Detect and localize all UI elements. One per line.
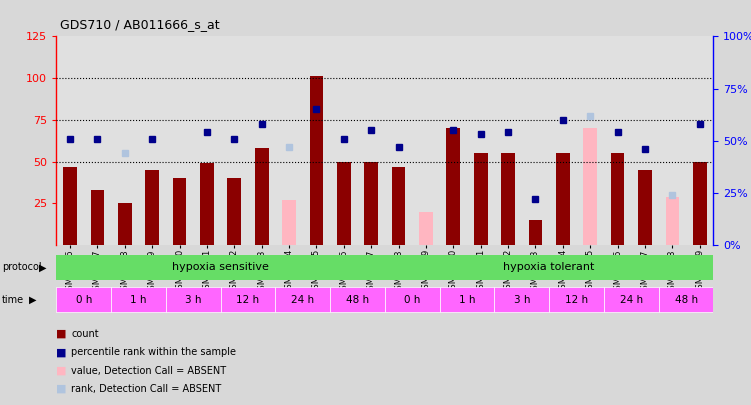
Text: protocol: protocol — [2, 262, 42, 272]
Text: 0 h: 0 h — [404, 295, 421, 305]
Text: value, Detection Call = ABSENT: value, Detection Call = ABSENT — [71, 366, 227, 375]
Bar — [111, 36, 138, 245]
Bar — [638, 170, 652, 245]
Bar — [91, 190, 104, 245]
Text: ■: ■ — [56, 329, 67, 339]
Bar — [494, 36, 522, 245]
Text: 12 h: 12 h — [237, 295, 260, 305]
FancyBboxPatch shape — [330, 287, 385, 313]
Bar — [330, 36, 357, 245]
Text: 48 h: 48 h — [674, 295, 698, 305]
FancyBboxPatch shape — [604, 287, 659, 313]
Bar — [248, 36, 276, 245]
Text: rank, Detection Call = ABSENT: rank, Detection Call = ABSENT — [71, 384, 222, 394]
FancyBboxPatch shape — [111, 287, 166, 313]
Bar — [556, 153, 570, 245]
Text: percentile rank within the sample: percentile rank within the sample — [71, 347, 237, 357]
Bar — [584, 128, 597, 245]
Bar — [611, 153, 625, 245]
FancyBboxPatch shape — [659, 287, 713, 313]
Bar — [474, 153, 487, 245]
Bar — [221, 36, 248, 245]
Text: 3 h: 3 h — [185, 295, 201, 305]
Bar — [385, 36, 412, 245]
Bar — [439, 36, 467, 245]
Bar — [63, 166, 77, 245]
Bar — [357, 36, 385, 245]
Text: hypoxia tolerant: hypoxia tolerant — [503, 262, 595, 272]
Bar — [173, 178, 186, 245]
Bar — [665, 197, 679, 245]
Bar — [632, 36, 659, 245]
Bar — [412, 36, 439, 245]
Text: 0 h: 0 h — [76, 295, 92, 305]
Bar — [364, 162, 378, 245]
FancyBboxPatch shape — [385, 287, 439, 313]
Bar — [166, 36, 193, 245]
Bar — [309, 77, 323, 245]
Bar — [200, 163, 214, 245]
Bar — [392, 166, 406, 245]
Bar — [693, 162, 707, 245]
Text: 3 h: 3 h — [514, 295, 530, 305]
FancyBboxPatch shape — [56, 287, 111, 313]
FancyBboxPatch shape — [385, 255, 713, 280]
Bar — [419, 212, 433, 245]
FancyBboxPatch shape — [494, 287, 549, 313]
Bar — [549, 36, 577, 245]
Text: 12 h: 12 h — [565, 295, 588, 305]
Bar — [138, 36, 166, 245]
Bar — [337, 162, 351, 245]
FancyBboxPatch shape — [549, 287, 604, 313]
Bar — [447, 128, 460, 245]
FancyBboxPatch shape — [439, 287, 494, 313]
Bar — [577, 36, 604, 245]
Bar — [255, 148, 269, 245]
Bar — [118, 203, 131, 245]
Bar — [659, 36, 686, 245]
Bar — [83, 36, 111, 245]
Bar — [604, 36, 632, 245]
Text: 1 h: 1 h — [130, 295, 146, 305]
Text: count: count — [71, 329, 99, 339]
FancyBboxPatch shape — [221, 287, 276, 313]
Bar — [501, 153, 515, 245]
Text: hypoxia sensitive: hypoxia sensitive — [172, 262, 269, 272]
Text: ▶: ▶ — [39, 262, 47, 272]
Bar — [522, 36, 549, 245]
Text: ■: ■ — [56, 347, 67, 357]
Bar — [467, 36, 494, 245]
Bar — [529, 220, 542, 245]
FancyBboxPatch shape — [276, 287, 330, 313]
Text: 48 h: 48 h — [346, 295, 369, 305]
Text: 1 h: 1 h — [459, 295, 475, 305]
Bar — [228, 178, 241, 245]
Bar — [276, 36, 303, 245]
Text: ■: ■ — [56, 384, 67, 394]
FancyBboxPatch shape — [166, 287, 221, 313]
Text: ■: ■ — [56, 366, 67, 375]
Text: time: time — [2, 295, 24, 305]
Bar — [686, 36, 713, 245]
Bar — [282, 200, 296, 245]
Text: GDS710 / AB011666_s_at: GDS710 / AB011666_s_at — [60, 18, 220, 31]
FancyBboxPatch shape — [56, 255, 385, 280]
Bar — [193, 36, 221, 245]
Text: 24 h: 24 h — [291, 295, 315, 305]
Text: ▶: ▶ — [29, 295, 36, 305]
Text: 24 h: 24 h — [620, 295, 643, 305]
Bar — [56, 36, 83, 245]
Bar — [303, 36, 330, 245]
Bar — [145, 170, 159, 245]
